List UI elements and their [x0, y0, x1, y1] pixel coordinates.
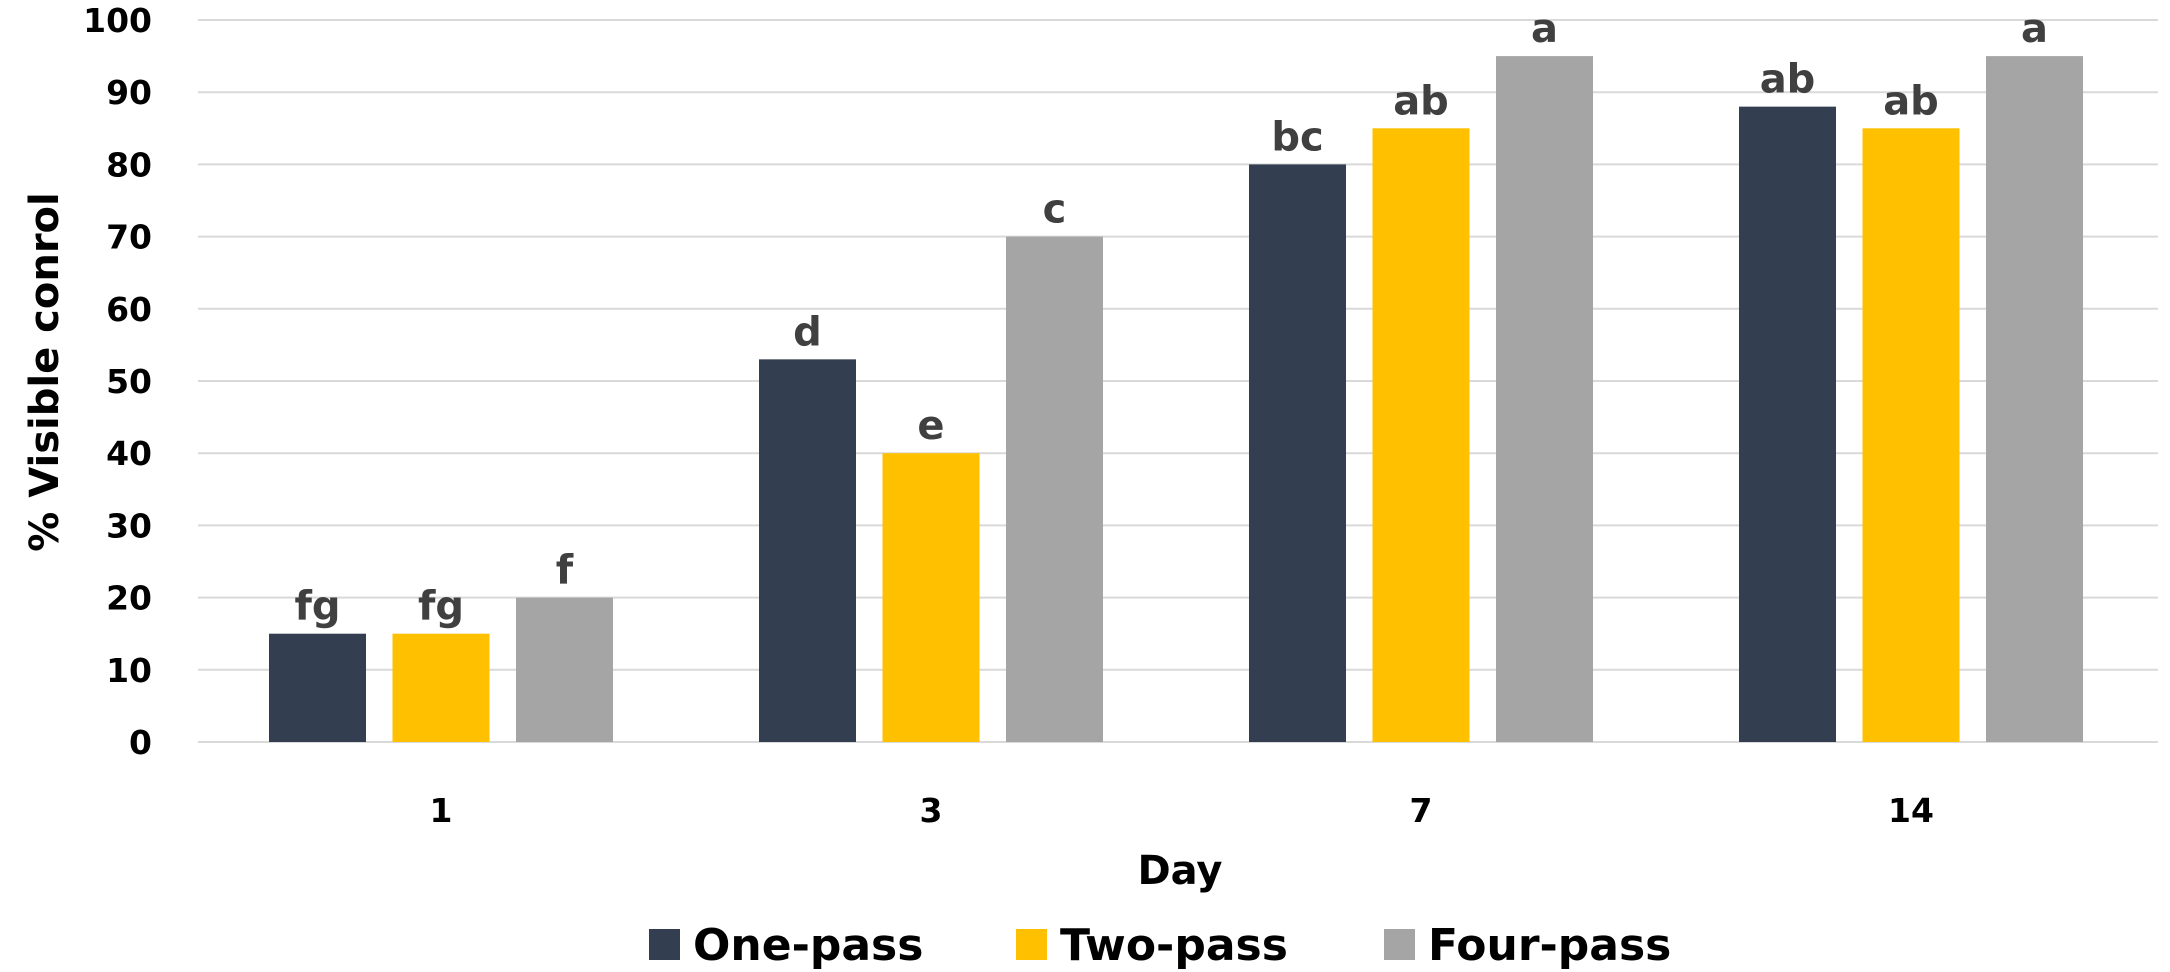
y-tick-label: 0: [129, 723, 152, 762]
x-axis-ticks: 1 3 7 14: [430, 791, 1934, 830]
y-tick-label: 70: [106, 218, 152, 257]
bar-four-pass-day-14: [1986, 56, 2083, 743]
significance-label: ab: [1393, 78, 1449, 124]
legend-swatch-one-pass: [649, 929, 680, 960]
x-tick-label: 1: [430, 791, 453, 830]
y-tick-label: 30: [106, 506, 152, 545]
significance-label: ab: [1760, 57, 1816, 103]
significance-label: f: [556, 548, 574, 594]
legend-swatch-four-pass: [1384, 929, 1415, 960]
y-tick-label: 40: [106, 434, 152, 473]
y-axis-title: % Visible conrol: [22, 192, 68, 551]
bar-two-pass-day-3: [882, 453, 980, 742]
legend: One-pass Two-pass Four-pass: [649, 920, 1671, 971]
significance-label: ab: [1883, 78, 1939, 124]
y-axis-ticks: 0 10 20 30 40 50 60 70 80 90 100: [83, 1, 152, 762]
bar-four-pass-day-7: [1496, 56, 1593, 743]
y-tick-label: 20: [106, 579, 152, 618]
bar-four-pass-day-3: [1006, 236, 1103, 742]
legend-swatch-two-pass: [1016, 929, 1047, 960]
bar-two-pass-day-7: [1372, 128, 1470, 743]
significance-label: a: [2021, 6, 2048, 52]
bar-two-pass-day-1: [392, 633, 490, 742]
legend-label-one-pass: One-pass: [693, 920, 923, 971]
y-tick-label: 90: [106, 73, 152, 112]
y-tick-label: 100: [83, 1, 152, 40]
bar-one-pass-day-14: [1739, 106, 1836, 742]
x-axis-title: Day: [1137, 848, 1222, 894]
bar-two-pass-day-14: [1862, 128, 1960, 743]
significance-label: bc: [1271, 114, 1323, 160]
bars: [269, 56, 2083, 743]
bar-one-pass-day-1: [269, 633, 366, 742]
x-tick-label: 14: [1888, 791, 1934, 830]
x-tick-label: 7: [1410, 791, 1433, 830]
bar-one-pass-day-7: [1249, 164, 1346, 742]
significance-label: d: [793, 309, 822, 355]
significance-label: a: [1531, 6, 1558, 52]
legend-label-four-pass: Four-pass: [1428, 920, 1671, 971]
bar-four-pass-day-1: [516, 597, 613, 742]
y-tick-label: 10: [106, 651, 152, 690]
significance-label: c: [1043, 187, 1067, 233]
significance-label: e: [917, 403, 944, 449]
bar-one-pass-day-3: [759, 359, 856, 742]
legend-label-two-pass: Two-pass: [1060, 920, 1288, 971]
x-tick-label: 3: [920, 791, 943, 830]
y-tick-label: 80: [106, 145, 152, 184]
significance-label: fg: [418, 584, 464, 630]
y-tick-label: 50: [106, 362, 152, 401]
y-tick-label: 60: [106, 290, 152, 329]
significance-label: fg: [294, 584, 340, 630]
significance-labels: fg fg f d e c bc ab a ab ab a: [294, 6, 2048, 630]
